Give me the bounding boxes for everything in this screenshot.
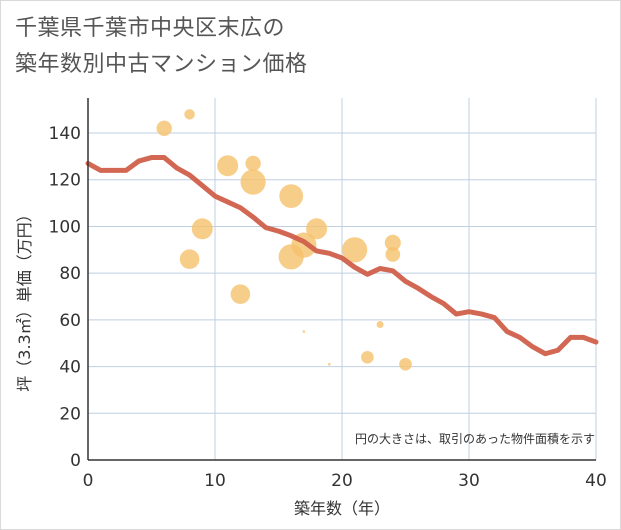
y-tick-label-3: 60	[59, 311, 81, 331]
tick-labels: 0 20 40 60 80 100 120 140 0 10 20 30 40	[49, 124, 607, 491]
bubble-point-7	[240, 169, 266, 195]
bubble-point-4	[217, 155, 239, 177]
bubble-point-15	[361, 350, 374, 364]
y-tick-label-6: 120	[49, 171, 81, 191]
y-axis-title: 坪（3.3㎡）単価（万円）	[15, 206, 34, 391]
chart-title-line-1: 千葉県千葉市中央区末広の	[15, 16, 286, 41]
y-tick-label-0: 0	[70, 451, 81, 471]
bubble-point-8	[279, 184, 304, 208]
bubble-point-6	[245, 155, 261, 172]
bubble-series	[156, 109, 412, 371]
y-tick-label-1: 20	[59, 404, 81, 424]
bubble-point-3	[191, 218, 213, 240]
chart-title-line-2: 築年数別中古マンション価格	[15, 52, 308, 77]
bubble-point-14	[342, 237, 368, 263]
average-price-line	[85, 155, 599, 357]
bubble-point-17	[384, 234, 401, 251]
x-tick-label-1: 10	[204, 471, 226, 491]
trend-line-series	[85, 155, 599, 357]
bubble-point-19	[399, 357, 412, 371]
bubble-point-12	[306, 218, 328, 240]
bubble-point-13	[328, 362, 331, 366]
x-axis-title: 築年数（年）	[294, 499, 390, 518]
bubble-point-1	[184, 109, 195, 120]
bubble-point-16	[376, 321, 384, 329]
x-tick-label-4: 40	[585, 471, 607, 491]
bubble-point-0	[156, 120, 172, 137]
x-tick-label-3: 30	[458, 471, 480, 491]
y-tick-label-2: 40	[59, 358, 81, 378]
bubble-point-2	[179, 249, 200, 269]
x-tick-label-2: 20	[331, 471, 353, 491]
axes	[87, 98, 596, 461]
size-legend-note: 円の大きさは、取引のあった物件面積を示す	[355, 431, 595, 446]
bubble-point-11	[302, 330, 306, 333]
y-tick-label-7: 140	[49, 124, 81, 144]
y-tick-label-5: 100	[49, 217, 81, 237]
bubble-point-18	[385, 247, 401, 262]
grid-lines	[88, 98, 597, 460]
bubble-point-5	[230, 284, 251, 304]
chart-title: 千葉県千葉市中央区末広の 築年数別中古マンション価格	[15, 11, 308, 83]
x-tick-label-0: 0	[83, 471, 94, 491]
y-tick-label-4: 80	[59, 264, 81, 284]
